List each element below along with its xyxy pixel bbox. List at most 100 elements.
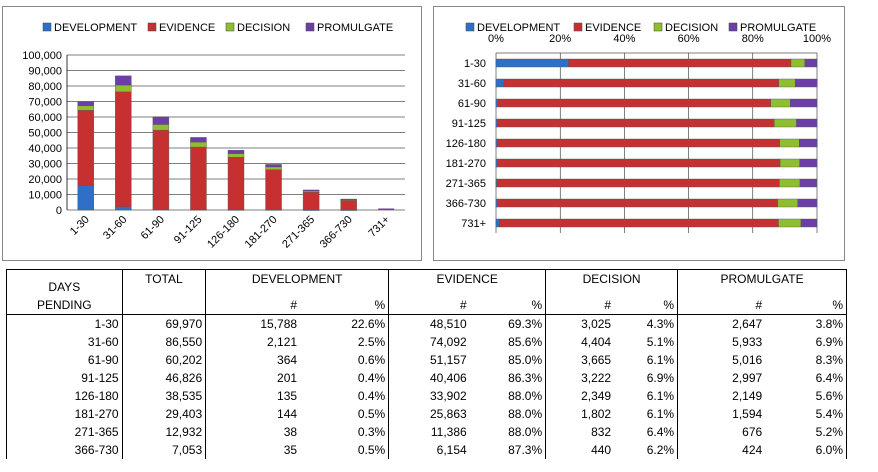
bar-evidence-181-270: [497, 158, 781, 168]
decision-pct-header: %: [614, 296, 678, 315]
bar-evidence-366-730: [340, 200, 357, 211]
y-tick-label: 181-270: [446, 158, 486, 170]
table-cell: 86.3%: [508, 371, 543, 385]
table-cell: 5,016: [677, 351, 766, 369]
table-row: 1-30 69,970 15,788 22.6% 48,510 69.3% 3,025 4.3…: [6, 314, 848, 333]
bar-evidence-366-730: [497, 198, 779, 208]
bar-evidence-271-365: [302, 192, 320, 211]
y-tick-label: 30,000: [28, 159, 62, 171]
promulgate-num-header: #: [677, 296, 766, 315]
bar-promulgate-731+: [800, 218, 818, 228]
bar-development-1-30: [77, 185, 94, 211]
bar-decision-181-270: [779, 158, 800, 168]
table-cell: 0.5%: [357, 407, 386, 421]
x-tick-label: 31-60: [101, 214, 129, 242]
table-cell: 88.0%: [508, 425, 543, 439]
table-cell: 2,647: [677, 314, 766, 333]
bar-evidence-61-90: [497, 98, 771, 108]
x-tick-label: 100%: [803, 33, 831, 45]
table-cell: 1-30: [6, 314, 123, 333]
table-cell: 5.6%: [765, 387, 848, 405]
table-cell: 2,121: [205, 333, 301, 351]
table-cell: 31-60: [6, 333, 123, 351]
table-cell: 61-90: [6, 351, 123, 369]
bar-decision-31-60: [778, 78, 796, 88]
table-cell: 0.3%: [357, 425, 386, 439]
x-tick-label: 271-365: [280, 214, 317, 251]
table-cell: 6.4%: [765, 369, 848, 387]
x-tick-label: 60%: [678, 33, 700, 45]
y-tick-label: 70,000: [28, 97, 62, 109]
legend-label-development: DEVELOPMENT: [477, 22, 560, 34]
y-tick-label: 126-180: [446, 138, 486, 150]
table-cell: 51,157: [388, 351, 470, 369]
table-cell: 88.0%: [508, 389, 543, 403]
development-num-header: #: [205, 296, 301, 315]
table-cell: 2,349: [545, 387, 615, 405]
table-cell: 126-180: [6, 387, 123, 405]
table-cell: 424: [677, 441, 766, 459]
table-cell: 6.4%: [646, 425, 675, 439]
table-cell: 0.4%: [357, 389, 386, 403]
y-tick-label: 20,000: [28, 174, 62, 186]
table-cell: 0.4%: [357, 371, 386, 385]
x-tick-label: 181-270: [243, 214, 280, 251]
table-cell: 35: [205, 441, 301, 459]
table-cell: 3,025: [545, 314, 615, 333]
table-cell: 6.1%: [646, 407, 675, 421]
bar-development-61-90: [495, 98, 499, 108]
bar-decision-61-90: [152, 124, 170, 131]
table-cell: 2.5%: [357, 335, 386, 349]
y-tick-label: 80,000: [28, 81, 62, 93]
table-cell: 6.9%: [765, 333, 848, 351]
bar-evidence-91-125: [190, 146, 207, 210]
bar-promulgate-91-125: [796, 118, 818, 128]
bar-promulgate-31-60: [115, 75, 132, 86]
table-cell: 46,826: [121, 369, 206, 387]
legend-swatch-development: [42, 22, 52, 32]
table-cell: 832: [545, 423, 615, 441]
table-cell: 3,222: [545, 369, 615, 387]
table-body: 1-30 69,970 15,788 22.6% 48,510 69.3% 3,025 4.3…: [6, 314, 848, 459]
development-pct-header: %: [300, 296, 389, 315]
table-cell: 25,863: [388, 405, 470, 423]
table-cell: 144: [205, 405, 301, 423]
pending-cases-table: DAYS TOTAL DEVELOPMENT EVIDENCE DECISION…: [6, 269, 848, 459]
y-tick-label: 40,000: [28, 143, 62, 155]
table-row: 91-125 46,826 201 0.4% 40,406 86.3% 3,222 6.9% 2…: [6, 369, 848, 387]
legend-label-promulgate: PROMULGATE: [740, 22, 816, 34]
legend-swatch-decision: [653, 22, 663, 32]
table-cell: 4,404: [545, 333, 615, 351]
bar-development-31-60: [495, 78, 505, 88]
y-tick-label: 271-365: [446, 178, 486, 190]
table-cell: 440: [545, 441, 615, 459]
bar-development-731+: [495, 218, 500, 228]
total-header: TOTAL: [121, 269, 206, 296]
bar-development-181-270: [495, 158, 498, 168]
bar-evidence-61-90: [152, 129, 170, 210]
table-cell: 0.6%: [357, 353, 386, 367]
table-row: 61-90 60,202 364 0.6% 51,157 85.0% 3,665 6.1% 5,…: [6, 351, 848, 369]
y-tick-label: 1-30: [464, 58, 486, 70]
table-cell: 85.0%: [508, 353, 543, 367]
bar-evidence-181-270: [265, 169, 282, 210]
y-tick-label: 10,000: [28, 190, 62, 202]
bar-promulgate-126-180: [799, 138, 818, 148]
bar-promulgate-271-365: [302, 189, 320, 192]
x-tick-label: 0%: [488, 33, 504, 45]
table-cell: 40,406: [388, 369, 470, 387]
table-cell: 85.6%: [508, 335, 543, 349]
table-cell: 74,092: [388, 333, 470, 351]
bar-evidence-126-180: [227, 157, 245, 210]
x-tick-label: 61-90: [139, 214, 167, 242]
bar-decision-731+: [778, 218, 802, 228]
bar-promulgate-366-730: [797, 198, 818, 208]
y-tick-label: 61-90: [458, 98, 486, 110]
bar-evidence-126-180: [497, 138, 780, 148]
table-cell: 6.1%: [646, 389, 675, 403]
legend-label-decision: DECISION: [665, 22, 718, 34]
y-tick-label: 91-125: [452, 118, 486, 130]
table-cell: 15,788: [205, 314, 301, 333]
x-tick-label: 20%: [549, 33, 571, 45]
table-cell: 135: [205, 387, 301, 405]
